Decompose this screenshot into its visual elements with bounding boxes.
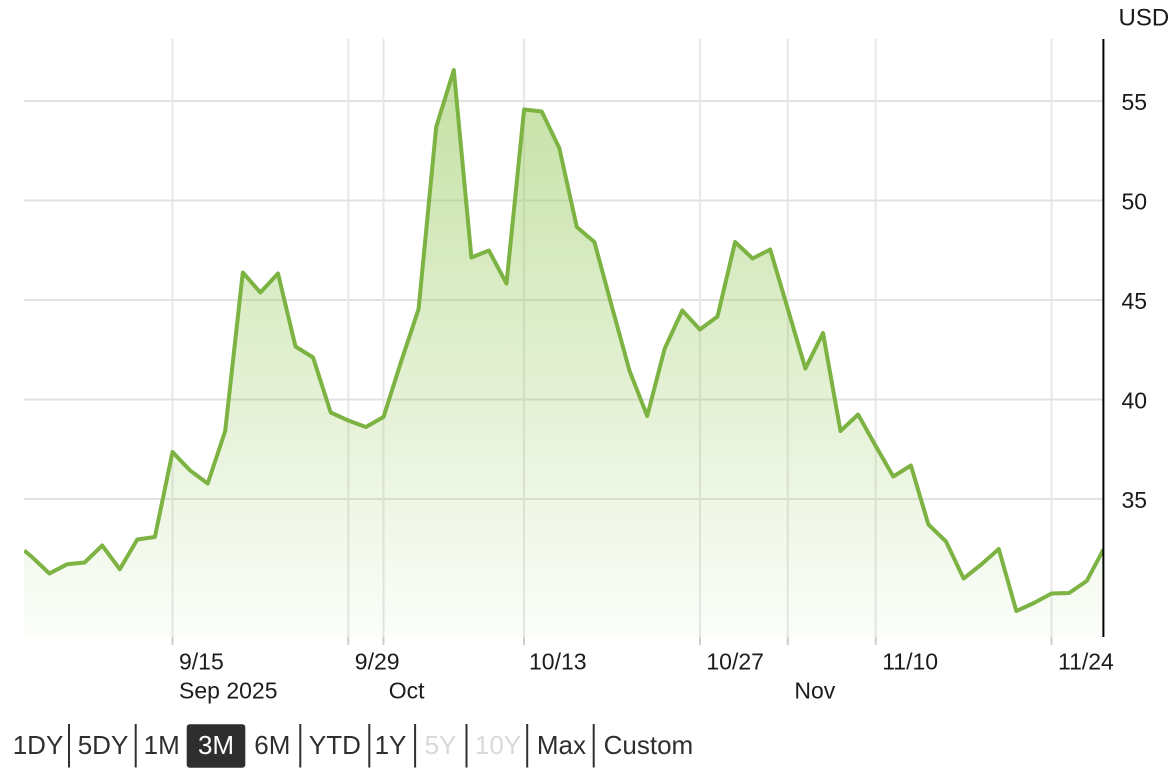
- svg-text:11/24: 11/24: [1058, 648, 1114, 674]
- svg-text:11/10: 11/10: [882, 648, 938, 674]
- svg-text:Max: Max: [537, 730, 586, 760]
- svg-text:40: 40: [1122, 388, 1148, 414]
- svg-text:10/13: 10/13: [529, 648, 587, 674]
- svg-text:50: 50: [1122, 189, 1148, 215]
- svg-text:USD: USD: [1119, 4, 1170, 31]
- svg-text:10/27: 10/27: [706, 648, 764, 674]
- svg-text:1M: 1M: [144, 730, 180, 760]
- svg-text:55: 55: [1122, 89, 1148, 115]
- svg-text:6M: 6M: [254, 730, 290, 760]
- svg-text:35: 35: [1122, 487, 1148, 513]
- svg-text:Oct: Oct: [389, 677, 425, 703]
- svg-text:Sep 2025: Sep 2025: [179, 677, 277, 703]
- svg-text:1DY: 1DY: [13, 730, 64, 760]
- svg-text:5Y: 5Y: [425, 730, 457, 760]
- svg-text:Nov: Nov: [794, 677, 835, 703]
- svg-text:5DY: 5DY: [78, 730, 129, 760]
- svg-text:1Y: 1Y: [375, 730, 407, 760]
- svg-text:10Y: 10Y: [475, 730, 521, 760]
- svg-text:3M: 3M: [198, 730, 234, 760]
- svg-text:YTD: YTD: [309, 730, 361, 760]
- svg-text:9/15: 9/15: [179, 648, 224, 674]
- svg-text:9/29: 9/29: [355, 648, 400, 674]
- svg-text:Custom: Custom: [604, 730, 694, 760]
- svg-text:45: 45: [1122, 288, 1148, 314]
